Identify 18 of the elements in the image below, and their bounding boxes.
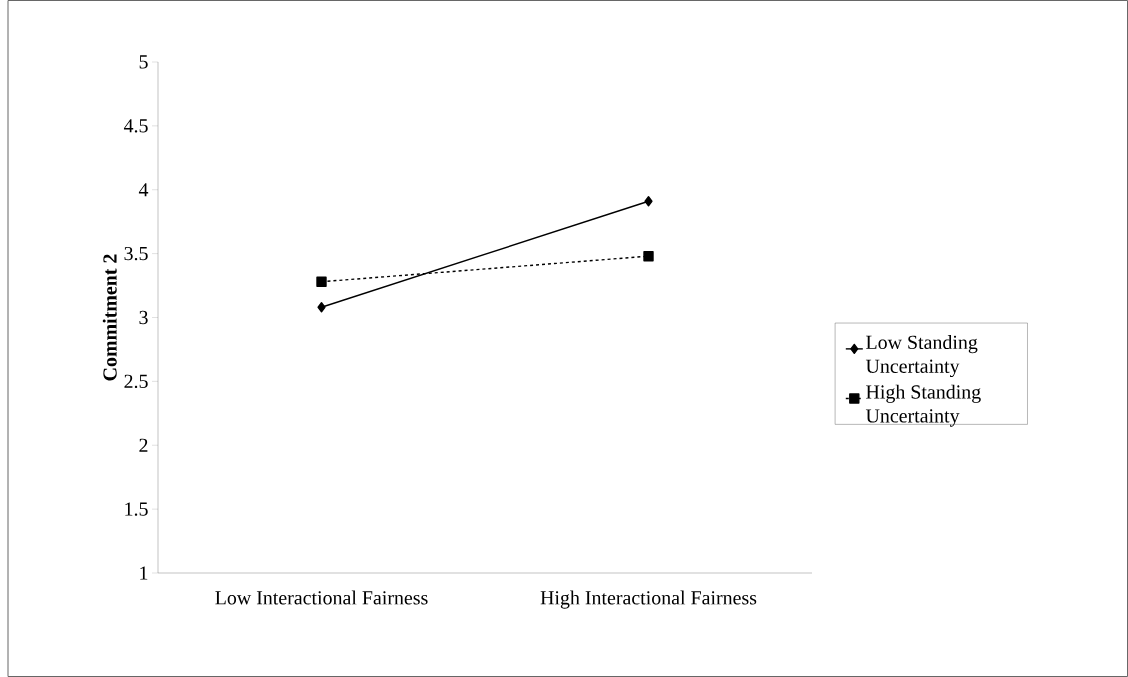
x-tick-label: High Interactional Fairness [540, 590, 757, 609]
y-axis-title: Commitment 2 [102, 254, 117, 381]
legend-label: High Standing Uncertainty [865, 384, 981, 427]
y-tick-label: 3 [139, 310, 148, 325]
y-tick-label: 2 [139, 438, 148, 452]
y-tick-label: 3.5 [124, 246, 148, 261]
point [316, 276, 327, 287]
point [317, 302, 326, 313]
point [643, 250, 654, 262]
y-tick-label: 5 [139, 55, 148, 69]
y-tick-label: 4 [138, 183, 149, 197]
y-tick-label: 2.5 [124, 374, 148, 389]
y-tick-label: 1.5 [125, 502, 148, 516]
y-tick-label: 1 [140, 566, 148, 580]
point [644, 196, 653, 207]
y-tick-label: 4.5 [123, 119, 148, 133]
x-tick-label: Low Interactional Fairness [215, 590, 428, 605]
legend-label: Low Standing Uncertainty [865, 335, 978, 378]
